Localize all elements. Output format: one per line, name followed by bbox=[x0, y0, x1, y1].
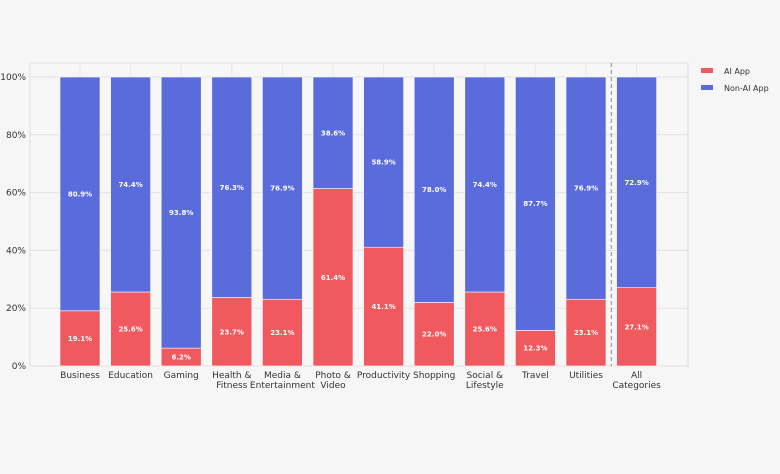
ai-app-data-label: 23.1% bbox=[270, 329, 294, 337]
ai-app-data-label: 61.4% bbox=[321, 274, 345, 282]
ai-app-data-label: 25.6% bbox=[118, 326, 142, 334]
non-ai-app-data-label: 76.3% bbox=[220, 184, 244, 192]
legend-label-non-ai-app: Non-AI App bbox=[724, 84, 769, 93]
non-ai-app-bar-segment bbox=[363, 76, 404, 248]
non-ai-app-bar-segment bbox=[464, 76, 506, 293]
y-tick-label: 80% bbox=[6, 131, 26, 141]
legend-swatch-ai-app bbox=[701, 68, 713, 73]
non-ai-app-data-label: 80.9% bbox=[68, 190, 92, 198]
x-category-label: Business bbox=[60, 371, 100, 381]
x-category-label: Video bbox=[320, 381, 346, 391]
x-category-label: Fitness bbox=[216, 381, 247, 391]
ai-app-bar-segment bbox=[565, 298, 607, 367]
legend-label-ai-app: AI App bbox=[724, 67, 750, 76]
x-category-label: Productivity bbox=[357, 371, 411, 381]
ai-app-data-label: 23.7% bbox=[220, 328, 244, 336]
x-category-label: Travel bbox=[521, 371, 549, 381]
ai-app-data-label: 6.2% bbox=[171, 354, 190, 362]
ai-app-bar-segment bbox=[464, 291, 506, 367]
non-ai-app-data-label: 87.7% bbox=[523, 200, 547, 208]
ai-app-data-label: 41.1% bbox=[371, 303, 395, 311]
non-ai-app-data-label: 76.9% bbox=[270, 185, 294, 193]
legend-swatch-non-ai-app bbox=[701, 85, 713, 90]
y-tick-label: 0% bbox=[12, 362, 27, 372]
x-category-label: Utilities bbox=[569, 371, 603, 381]
ai-app-data-label: 23.1% bbox=[574, 329, 598, 337]
non-ai-app-bar-segment bbox=[312, 76, 354, 189]
ai-app-data-label: 27.1% bbox=[624, 323, 648, 331]
non-ai-app-bar-segment bbox=[59, 76, 101, 312]
y-tick-label: 40% bbox=[6, 246, 26, 256]
x-category-label: Health & bbox=[212, 371, 251, 381]
y-tick-label: 60% bbox=[6, 189, 26, 199]
ai-app-bar-segment bbox=[413, 302, 455, 367]
ai-app-bar-segment bbox=[211, 297, 253, 367]
non-ai-app-data-label: 78.0% bbox=[422, 186, 446, 194]
non-ai-app-bar-segment bbox=[110, 76, 151, 293]
non-ai-app-data-label: 76.9% bbox=[574, 185, 598, 193]
x-category-label: Social & bbox=[467, 371, 504, 381]
ai-app-data-label: 19.1% bbox=[68, 335, 92, 343]
non-ai-app-bar-segment bbox=[160, 76, 202, 349]
non-ai-app-data-label: 72.9% bbox=[624, 179, 648, 187]
x-category-label: Education bbox=[108, 371, 153, 381]
x-category-label: Shopping bbox=[413, 371, 455, 381]
non-ai-app-bar-segment bbox=[515, 76, 556, 331]
non-ai-app-bar-segment bbox=[211, 76, 253, 298]
ai-app-data-label: 22.0% bbox=[422, 331, 446, 339]
non-ai-app-data-label: 93.8% bbox=[169, 209, 193, 217]
non-ai-app-bar-segment bbox=[413, 76, 455, 303]
x-category-label: Categories bbox=[612, 381, 661, 391]
non-ai-app-bar-segment bbox=[616, 76, 657, 288]
non-ai-app-data-label: 58.9% bbox=[371, 159, 395, 167]
ai-app-bar-segment bbox=[616, 287, 657, 367]
ai-app-bar-segment bbox=[110, 291, 151, 367]
x-category-label: Entertainment bbox=[250, 381, 315, 391]
non-ai-app-data-label: 74.4% bbox=[473, 181, 497, 189]
non-ai-app-data-label: 38.6% bbox=[321, 129, 345, 137]
y-tick-label: 100% bbox=[0, 73, 26, 83]
non-ai-app-bar-segment bbox=[262, 76, 303, 300]
x-category-label: Gaming bbox=[164, 371, 199, 381]
x-category-label: Media & bbox=[264, 371, 301, 381]
x-category-label: Photo & bbox=[315, 371, 351, 381]
ai-app-bar-segment bbox=[262, 298, 303, 367]
non-ai-app-data-label: 74.4% bbox=[118, 181, 142, 189]
x-category-label: All bbox=[631, 371, 642, 381]
ai-app-data-label: 25.6% bbox=[473, 326, 497, 334]
y-tick-label: 20% bbox=[6, 304, 26, 314]
x-category-label: Lifestyle bbox=[466, 381, 504, 391]
ai-app-data-label: 12.3% bbox=[523, 345, 547, 353]
non-ai-app-bar-segment bbox=[565, 76, 607, 300]
